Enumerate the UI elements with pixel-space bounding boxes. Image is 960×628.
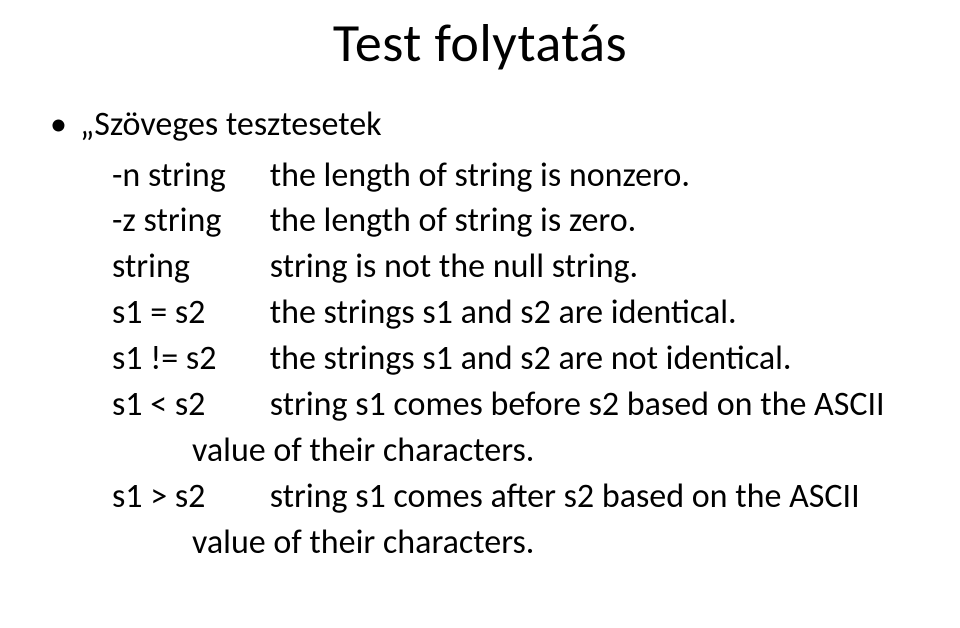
definitions-block: -n string the length of string is nonzer… [80, 153, 920, 566]
definition-desc: the length of string is zero. [270, 200, 637, 241]
definition-desc: string is not the null string. [270, 246, 638, 287]
definition-key: s1 > s2 [112, 474, 262, 520]
definition-desc: the strings s1 and s2 are not identical. [270, 338, 792, 379]
list-item: „Szöveges tesztesetek -n string the leng… [50, 104, 920, 566]
definition-row: s1 != s2 the strings s1 and s2 are not i… [112, 336, 920, 382]
definition-key: string [112, 244, 262, 290]
definition-desc: string s1 comes before s2 based on the A… [270, 384, 885, 425]
slide: Test folytatás „Szöveges tesztesetek -n … [0, 0, 960, 628]
definition-desc: the length of string is nonzero. [270, 155, 690, 196]
definition-key: -z string [112, 198, 262, 244]
bullet-list: „Szöveges tesztesetek -n string the leng… [40, 104, 920, 566]
definition-desc: the strings s1 and s2 are identical. [270, 292, 737, 333]
definition-row: -n string the length of string is nonzer… [112, 153, 920, 199]
bullet-heading: „Szöveges tesztesetek [80, 104, 382, 145]
definition-key: s1 != s2 [112, 336, 262, 382]
definition-desc: string s1 comes after s2 based on the AS… [270, 476, 860, 517]
definition-key: -n string [112, 153, 262, 199]
definition-key: s1 < s2 [112, 382, 262, 428]
definition-continuation: value of their characters. [112, 520, 920, 566]
definition-row: string string is not the null string. [112, 244, 920, 290]
page-title: Test folytatás [40, 10, 920, 76]
definition-row: s1 > s2 string s1 comes after s2 based o… [112, 474, 920, 520]
definition-row: s1 = s2 the strings s1 and s2 are identi… [112, 290, 920, 336]
definition-row: -z string the length of string is zero. [112, 198, 920, 244]
definition-key: s1 = s2 [112, 290, 262, 336]
definition-continuation: value of their characters. [112, 428, 920, 474]
definition-row: s1 < s2 string s1 comes before s2 based … [112, 382, 920, 428]
